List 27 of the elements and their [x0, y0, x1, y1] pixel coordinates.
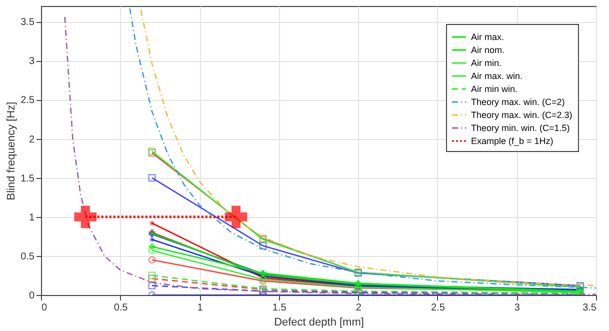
x-tick-label: 0: [42, 302, 48, 314]
y-axis-title: Blind frequency [Hz]: [6, 102, 18, 200]
x-tick-label: 1: [197, 302, 204, 314]
legend-label: Theory min. win. (C=1.5): [471, 123, 570, 133]
x-tick-label: 1.5: [272, 302, 287, 314]
x-axis-title: Defect depth [mm]: [274, 316, 364, 328]
legend-label: Air min win.: [471, 84, 518, 94]
legend-label: Air max.: [471, 32, 504, 42]
y-tick-label: 0: [28, 290, 35, 302]
y-tick-label: 1: [28, 212, 35, 224]
legend-label: Air min.: [471, 58, 502, 68]
legend-label: Example (f_b = 1Hz): [471, 136, 554, 146]
legend-label: Air nom.: [471, 45, 505, 55]
x-tick-label: 0.5: [114, 302, 128, 314]
y-tick-label: 3.5: [20, 17, 35, 28]
y-tick-label: 1.5: [20, 173, 35, 184]
legend-label: Theory max. win. (C=2): [471, 97, 565, 107]
y-tick-label: 2.5: [20, 95, 35, 106]
legend-label: Air max. win.: [471, 71, 523, 81]
y-tick-label: 0.5: [20, 251, 35, 262]
x-tick-label: 2: [356, 302, 362, 314]
x-tick-label: 3.5: [582, 302, 597, 314]
legend-label: Theory max. win. (C=2.3): [471, 110, 572, 120]
x-tick-label: 3: [514, 302, 520, 314]
x-tick-label: 2.5: [430, 302, 446, 314]
y-tick-label: 3: [28, 56, 35, 68]
y-tick-label: 2: [28, 134, 35, 146]
